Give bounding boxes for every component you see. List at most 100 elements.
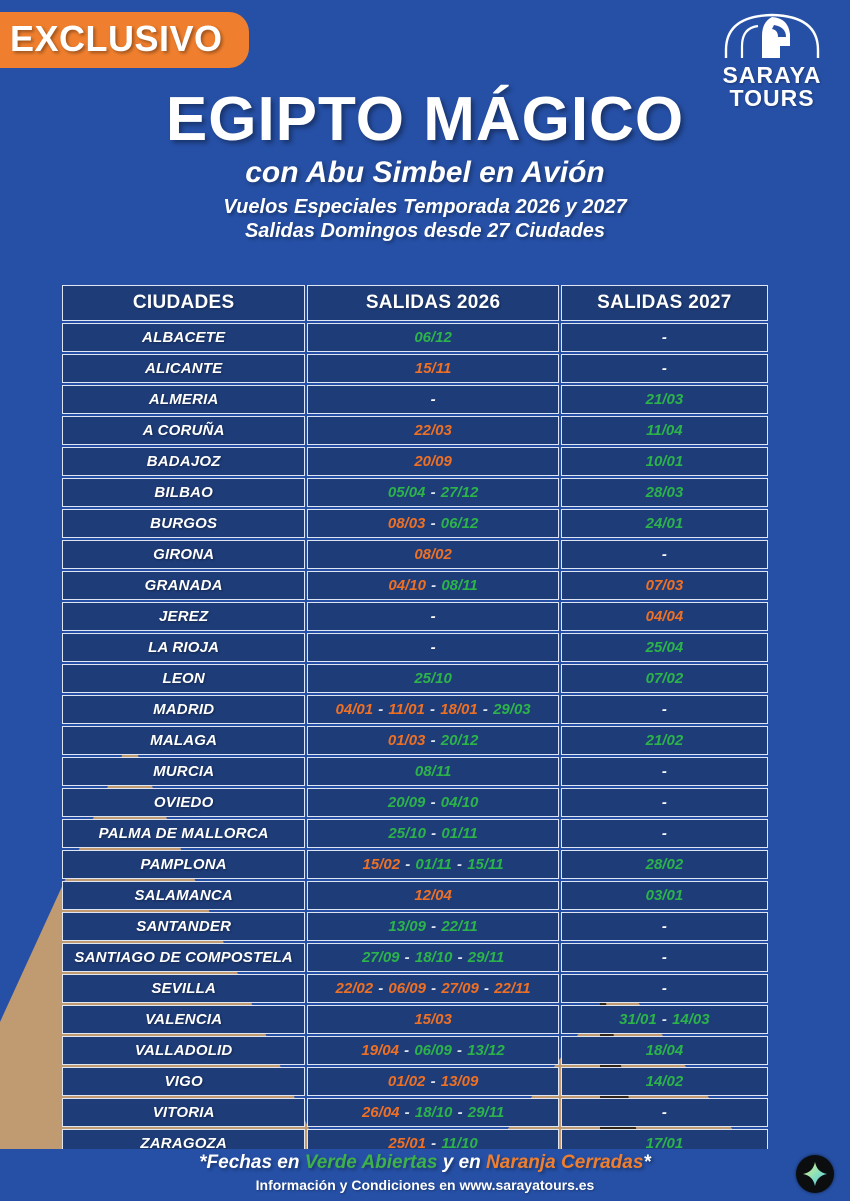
departure-date: - (661, 360, 667, 377)
departure-date: 08/02 (414, 546, 452, 563)
date-separator: - (400, 1104, 414, 1121)
city-name: VITORIA (62, 1098, 306, 1127)
departure-date: 28/02 (645, 856, 684, 873)
departure-date: 01/03 (387, 732, 426, 749)
dates-2026: 13/09 - 22/11 (307, 912, 559, 941)
table-row: VALLADOLID 19/04 - 06/09 - 13/12 18/04 (62, 1036, 768, 1065)
dates-2027: 25/04 (560, 633, 768, 662)
departure-date: 07/03 (645, 577, 684, 594)
departure-date: 15/03 (414, 1011, 452, 1028)
departure-date: 27/09 (361, 949, 400, 966)
departure-date: - (661, 546, 667, 563)
legend-prefix: *Fechas en (199, 1152, 305, 1173)
departure-date: - (661, 825, 667, 842)
table-row: VIGO 01/02 - 13/09 14/02 (62, 1067, 768, 1096)
footer: *Fechas en Verde Abiertas y en Naranja C… (0, 1149, 850, 1201)
dates-2026: 20/09 - 04/10 (307, 788, 559, 817)
table-row: ALMERIA - 21/03 (62, 385, 768, 414)
date-separator: - (426, 794, 440, 811)
city-name: VALENCIA (62, 1005, 306, 1034)
city-name: SANTIAGO DE COMPOSTELA (62, 943, 306, 972)
table-row: VITORIA 26/04 - 18/10 - 29/11- (62, 1098, 768, 1127)
table-header-row: CIUDADES SALIDAS 2026 SALIDAS 2027 (62, 285, 768, 321)
departure-date: 26/04 (361, 1104, 400, 1121)
city-name: MURCIA (62, 757, 306, 786)
departure-date: 14/03 (672, 1011, 710, 1028)
city-name: LA RIOJA (62, 633, 306, 662)
city-name: OVIEDO (62, 788, 306, 817)
departure-date: 20/09 (387, 794, 426, 811)
departure-date: 22/11 (494, 980, 531, 997)
departure-date: 12/04 (414, 887, 452, 904)
departure-date: 18/10 (414, 949, 453, 966)
departure-date: 29/03 (493, 701, 531, 718)
date-separator: - (426, 515, 440, 532)
pharaoh-sphinx-icon (712, 6, 832, 64)
departure-date: 18/10 (414, 1104, 453, 1121)
city-name: SEVILLA (62, 974, 306, 1003)
departure-date: 08/11 (414, 763, 452, 780)
table-row: SALAMANCA 12/04 03/01 (62, 881, 768, 910)
departure-date: - (661, 701, 667, 718)
date-separator: - (399, 1042, 414, 1059)
departure-date: 14/02 (645, 1073, 684, 1090)
city-name: A CORUÑA (62, 416, 306, 445)
dates-2026: 12/04 (307, 881, 559, 910)
departure-date: - (430, 639, 436, 656)
dates-2027: - (560, 974, 768, 1003)
dates-2027: 21/02 (560, 726, 768, 755)
dates-2026: 25/10 - 01/11 (307, 819, 559, 848)
tagline-seasons: Vuelos Especiales Temporada 2026 y 2027 (223, 195, 627, 218)
departure-date: - (430, 391, 436, 408)
date-separator: - (426, 825, 441, 842)
table-row: MADRID 04/01 - 11/01 - 18/01 - 29/03- (62, 695, 768, 724)
table-row: SANTANDER 13/09 - 22/11 - (62, 912, 768, 941)
date-separator: - (426, 1135, 441, 1152)
table-row: ALBACETE 06/12 - (62, 323, 768, 352)
table-row: VALENCIA 15/03 31/01 - 14/03 (62, 1005, 768, 1034)
city-name: VIGO (62, 1067, 306, 1096)
dates-2027: 07/03 (560, 571, 768, 600)
table-row: GRANADA 04/10 - 08/11 07/03 (62, 571, 768, 600)
departure-date: 03/01 (645, 887, 684, 904)
departure-date: - (661, 918, 667, 935)
departure-date: - (661, 980, 667, 997)
date-separator: - (453, 1104, 467, 1121)
dates-2026: - (307, 633, 559, 662)
dates-2027: 14/02 (560, 1067, 768, 1096)
departure-date: 20/12 (440, 732, 479, 749)
dates-2026: 15/02 - 01/11 - 15/11 (307, 850, 559, 879)
departure-date: 27/09 (441, 980, 479, 997)
schedule-table-container: CIUDADES SALIDAS 2026 SALIDAS 2027 ALBAC… (60, 283, 770, 1160)
dates-2027: - (560, 819, 768, 848)
table-row: BADAJOZ 20/09 10/01 (62, 447, 768, 476)
legend-green-label: Verde Abiertas (304, 1152, 438, 1173)
departure-date: 11/10 (441, 1135, 478, 1152)
city-name: LEON (62, 664, 306, 693)
city-name: SANTANDER (62, 912, 306, 941)
dates-2027: - (560, 540, 768, 569)
departure-date: 28/03 (645, 484, 684, 501)
exclusivo-badge: EXCLUSIVO (0, 12, 249, 68)
logo-name: SARAYA (722, 62, 822, 88)
departure-date: 13/09 (388, 918, 426, 935)
dates-2027: 24/01 (560, 509, 768, 538)
date-separator: - (374, 701, 388, 718)
city-name: ALBACETE (62, 323, 306, 352)
page-title: EGIPTO MÁGICO (165, 85, 685, 154)
dates-2026: 01/02 - 13/09 (307, 1067, 559, 1096)
table-row: SANTIAGO DE COMPOSTELA 27/09 - 18/10 - 29… (62, 943, 768, 972)
table-row: LA RIOJA - 25/04 (62, 633, 768, 662)
departure-date: 05/04 (387, 484, 426, 501)
dates-2027: - (560, 943, 768, 972)
departure-date: 06/12 (414, 329, 452, 346)
table-row: JEREZ - 04/04 (62, 602, 768, 631)
date-separator: - (452, 1042, 467, 1059)
dates-2027: 28/02 (560, 850, 768, 879)
dates-2026: 08/03 - 06/12 (307, 509, 559, 538)
dates-2027: - (560, 323, 768, 352)
departure-date: 13/12 (467, 1042, 505, 1059)
dates-2027: 03/01 (560, 881, 768, 910)
departure-date: - (661, 794, 667, 811)
date-separator: - (401, 856, 415, 873)
